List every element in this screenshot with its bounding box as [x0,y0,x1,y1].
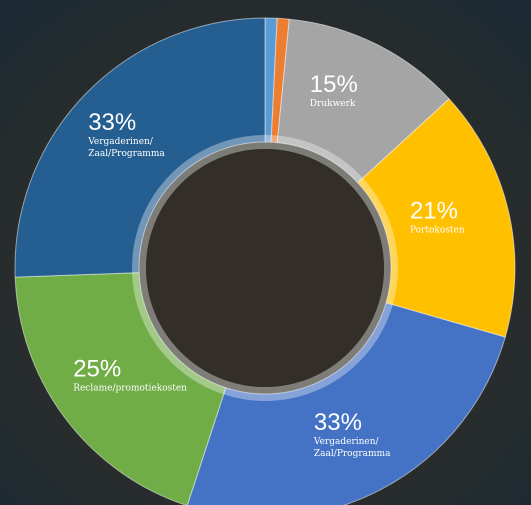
slice [14,17,266,278]
category-label: Zaal/Programma [88,149,165,159]
category-label: Portokosten [410,225,465,235]
value-label: 25% [73,355,121,382]
category-label: Zaal/Programma [314,449,391,459]
category-label: Drukwerk [310,99,356,109]
category-label: Vergaderinen/ [313,437,380,447]
value-label: 21% [410,197,458,224]
inner-ring [132,135,398,401]
slice [357,98,516,338]
category-label: Reclame/promotiekosten [73,383,187,393]
slice [186,302,506,505]
slice [14,272,227,505]
hole [146,149,384,387]
value-label: 15% [310,71,358,98]
category-label: Vergaderinen/ [87,137,154,147]
value-label: 33% [88,109,136,136]
value-label: 33% [314,409,362,436]
